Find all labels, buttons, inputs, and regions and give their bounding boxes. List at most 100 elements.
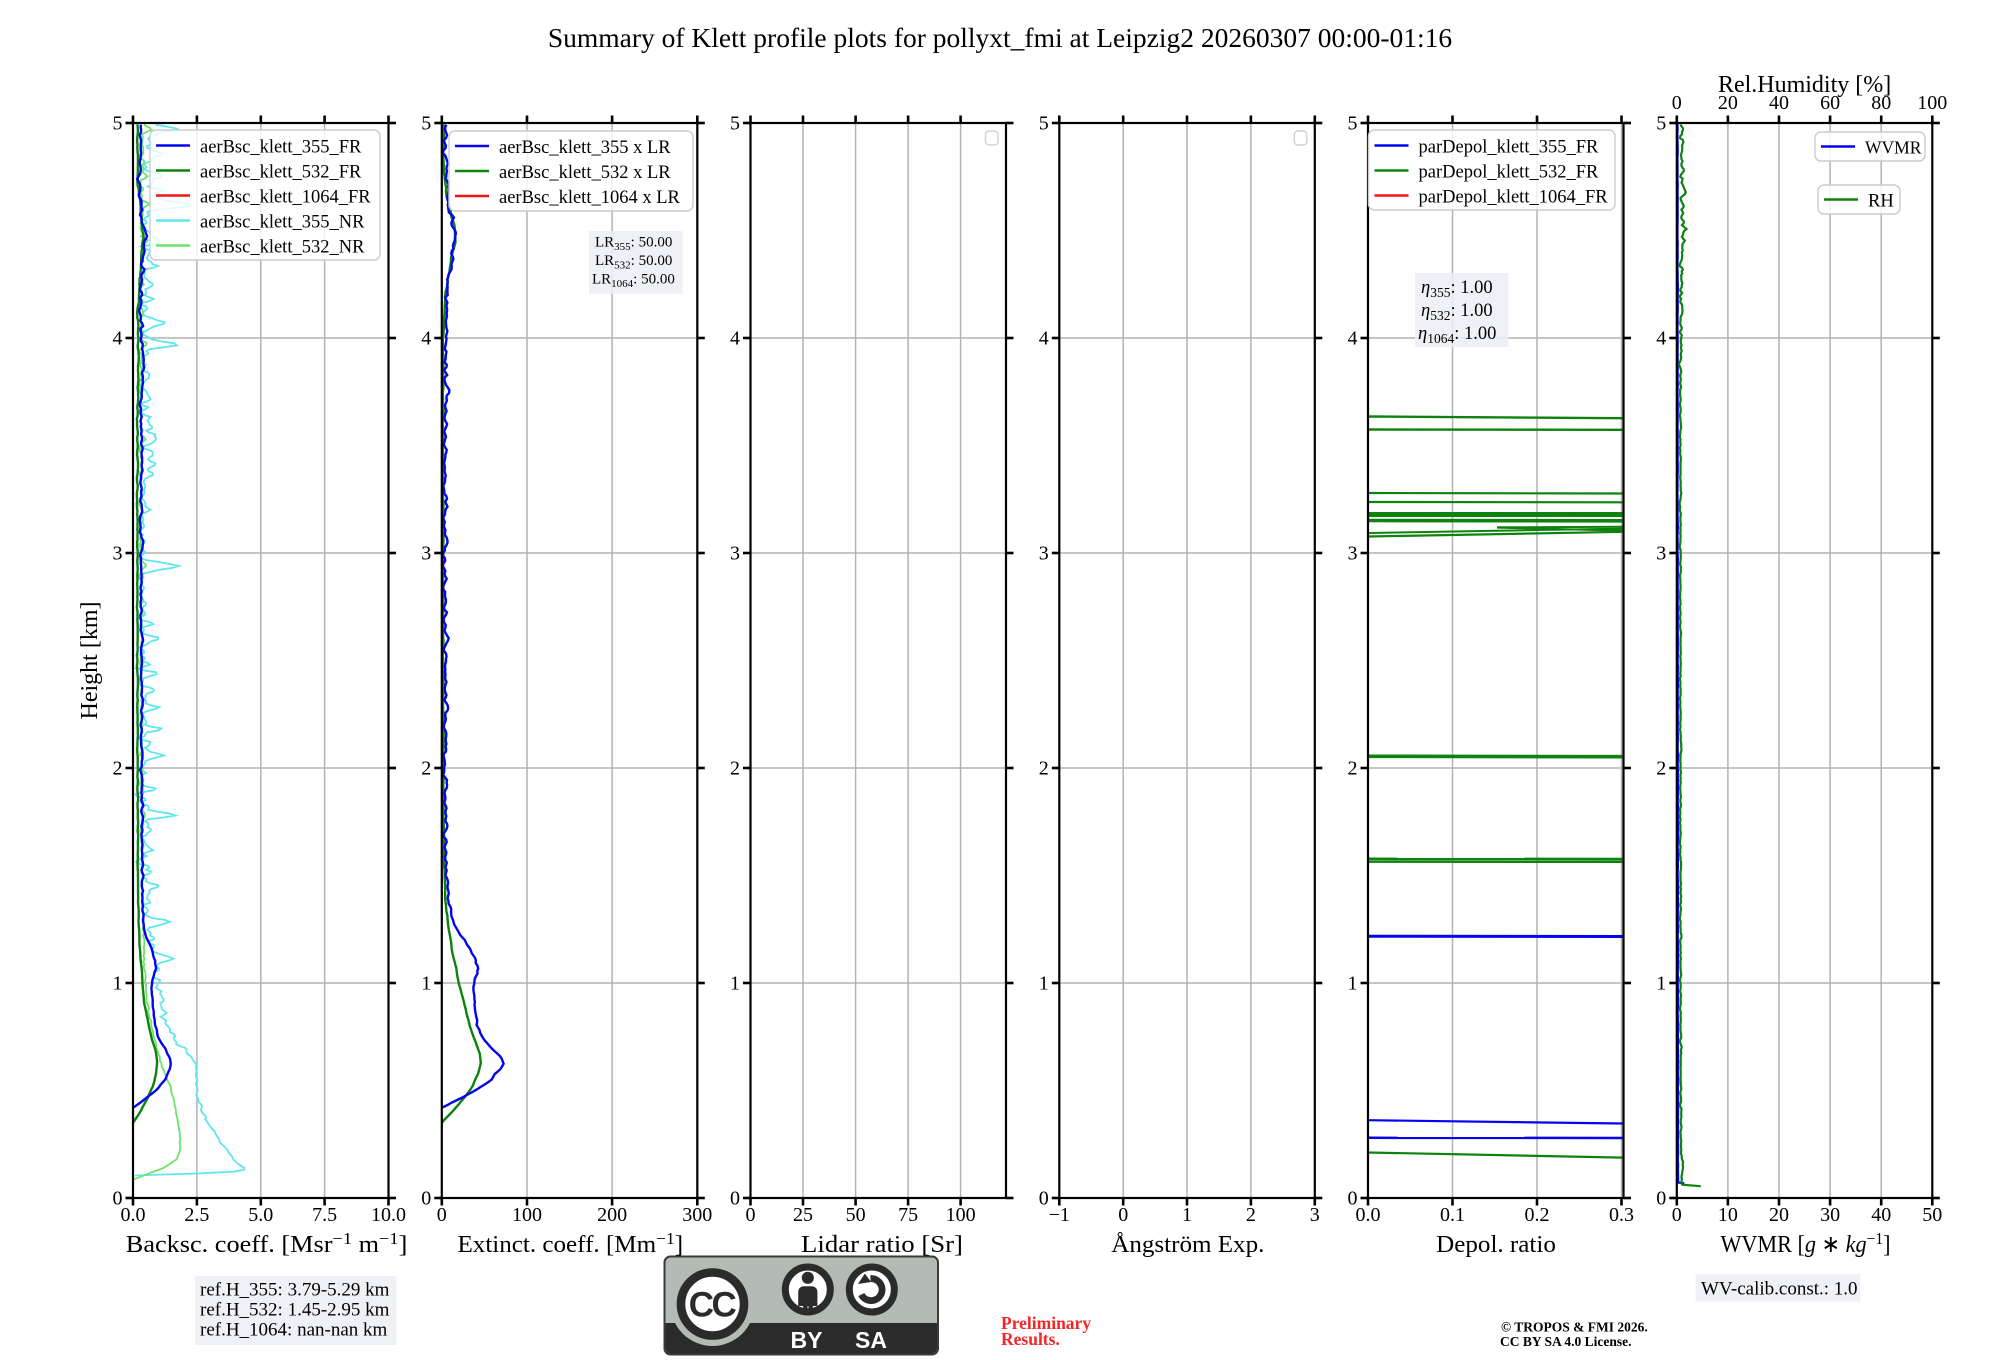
svg-text:aerBsc_klett_532_FR: aerBsc_klett_532_FR [200,163,362,183]
svg-text:3: 3 [730,543,740,565]
svg-text:4: 4 [1656,328,1666,350]
svg-text:4: 4 [1039,328,1049,350]
svg-text:5: 5 [730,113,740,135]
svg-text:WVMR: WVMR [1865,138,1922,158]
svg-text:parDepol_klett_355_FR: parDepol_klett_355_FR [1419,138,1600,158]
svg-text:0: 0 [1672,1204,1682,1226]
svg-text:10.0: 10.0 [371,1204,406,1226]
svg-text:0: 0 [1656,1188,1666,1210]
svg-text:aerBsc_klett_1064_FR: aerBsc_klett_1064_FR [200,188,371,208]
svg-text:300: 300 [682,1204,712,1226]
svg-text:25: 25 [793,1204,813,1226]
svg-text:200: 200 [597,1204,627,1226]
svg-text:40: 40 [1871,1204,1891,1226]
svg-text:50: 50 [1922,1204,1942,1226]
svg-text:Summary of Klett profile plots: Summary of Klett profile plots for polly… [548,22,1452,53]
svg-text:© TROPOS & FMI 2026.: © TROPOS & FMI 2026. [1501,1320,1648,1335]
svg-text:80: 80 [1871,92,1891,114]
svg-text:Depol. ratio: Depol. ratio [1436,1231,1556,1257]
svg-text:WVMR [g ∗ kg−1]: WVMR [g ∗ kg−1] [1720,1230,1890,1257]
svg-text:1: 1 [421,973,431,995]
svg-text:100: 100 [946,1204,976,1226]
svg-text:5: 5 [113,113,123,135]
svg-text:0: 0 [730,1188,740,1210]
svg-text:1: 1 [113,973,123,995]
svg-text:1: 1 [1182,1204,1192,1226]
svg-text:10: 10 [1718,1204,1738,1226]
svg-text:0.1: 0.1 [1440,1204,1465,1226]
svg-text:1: 1 [1348,973,1358,995]
svg-text:5: 5 [421,113,431,135]
svg-text:4: 4 [421,328,431,350]
svg-text:aerBsc_klett_532 x LR: aerBsc_klett_532 x LR [499,163,671,183]
svg-text:Preliminary: Preliminary [1001,1313,1091,1333]
svg-text:CC BY SA 4.0 License.: CC BY SA 4.0 License. [1500,1334,1632,1349]
svg-text:aerBsc_klett_532_NR: aerBsc_klett_532_NR [200,238,365,258]
svg-text:ref.H_355: 3.79-5.29 km: ref.H_355: 3.79-5.29 km [200,1280,390,1301]
svg-text:Lidar ratio [Sr]: Lidar ratio [Sr] [801,1231,963,1257]
svg-text:75: 75 [898,1204,918,1226]
svg-text:5: 5 [1348,113,1358,135]
svg-text:7.5: 7.5 [312,1204,337,1226]
svg-text:3: 3 [1039,543,1049,565]
svg-text:5: 5 [1656,113,1666,135]
svg-text:−1: −1 [1049,1204,1070,1226]
svg-text:LR355: 50.00: LR355: 50.00 [595,235,672,254]
svg-text:Ångström Exp.: Ångström Exp. [1111,1231,1264,1257]
svg-text:WV-calib.const.: 1.0: WV-calib.const.: 1.0 [1701,1279,1858,1300]
svg-text:2: 2 [730,758,740,780]
svg-text:3: 3 [421,543,431,565]
svg-text:0: 0 [1039,1188,1049,1210]
svg-text:5.0: 5.0 [248,1204,273,1226]
svg-text:20: 20 [1718,92,1738,114]
svg-text:0.0: 0.0 [1356,1204,1381,1226]
svg-text:0: 0 [113,1188,123,1210]
svg-text:η355: 1.00: η355: 1.00 [1421,278,1493,300]
svg-text:0: 0 [421,1188,431,1210]
svg-text:2: 2 [1039,758,1049,780]
svg-text:100: 100 [512,1204,542,1226]
svg-text:aerBsc_klett_355_NR: aerBsc_klett_355_NR [200,213,365,233]
svg-text:SA: SA [855,1327,887,1353]
svg-text:4: 4 [113,328,123,350]
svg-text:η1064: 1.00: η1064: 1.00 [1418,324,1496,346]
svg-text:Rel.Humidity [%]: Rel.Humidity [%] [1718,72,1891,98]
svg-text:LR532: 50.00: LR532: 50.00 [595,253,672,272]
svg-text:2: 2 [1246,1204,1256,1226]
svg-text:Results.: Results. [1001,1329,1060,1349]
svg-text:3: 3 [1310,1204,1320,1226]
svg-text:30: 30 [1820,1204,1840,1226]
svg-text:ref.H_532: 1.45-2.95 km: ref.H_532: 1.45-2.95 km [200,1300,390,1321]
svg-text:0.3: 0.3 [1609,1204,1634,1226]
svg-text:aerBsc_klett_355_FR: aerBsc_klett_355_FR [200,138,362,158]
svg-text:5: 5 [1039,113,1049,135]
svg-text:1: 1 [1656,973,1666,995]
svg-text:0.2: 0.2 [1525,1204,1550,1226]
svg-text:1: 1 [730,973,740,995]
svg-text:2: 2 [421,758,431,780]
svg-text:2: 2 [1656,758,1666,780]
svg-text:0: 0 [1118,1204,1128,1226]
svg-text:2: 2 [1348,758,1358,780]
svg-text:BY: BY [791,1327,823,1353]
svg-text:LR1064: 50.00: LR1064: 50.00 [592,272,675,291]
svg-text:0: 0 [746,1204,756,1226]
svg-text:parDepol_klett_532_FR: parDepol_klett_532_FR [1419,163,1600,183]
svg-text:60: 60 [1820,92,1840,114]
svg-text:0.0: 0.0 [121,1204,146,1226]
svg-text:Extinct. coeff. [Mm−1]: Extinct. coeff. [Mm−1] [457,1229,683,1258]
svg-text:Height [km]: Height [km] [77,602,103,720]
svg-text:3: 3 [1348,543,1358,565]
svg-text:100: 100 [1917,92,1947,114]
svg-text:0: 0 [1672,92,1682,114]
svg-text:3: 3 [1656,543,1666,565]
svg-text:RH: RH [1868,192,1894,212]
svg-text:CC: CC [689,1286,737,1325]
svg-text:2: 2 [113,758,123,780]
svg-text:0: 0 [1348,1188,1358,1210]
svg-text:2.5: 2.5 [184,1204,209,1226]
svg-text:Backsc. coeff. [Msr−1 m−1]: Backsc. coeff. [Msr−1 m−1] [126,1229,408,1258]
svg-text:20: 20 [1769,1204,1789,1226]
svg-text:aerBsc_klett_355 x LR: aerBsc_klett_355 x LR [499,138,671,158]
svg-text:η532: 1.00: η532: 1.00 [1421,301,1493,323]
